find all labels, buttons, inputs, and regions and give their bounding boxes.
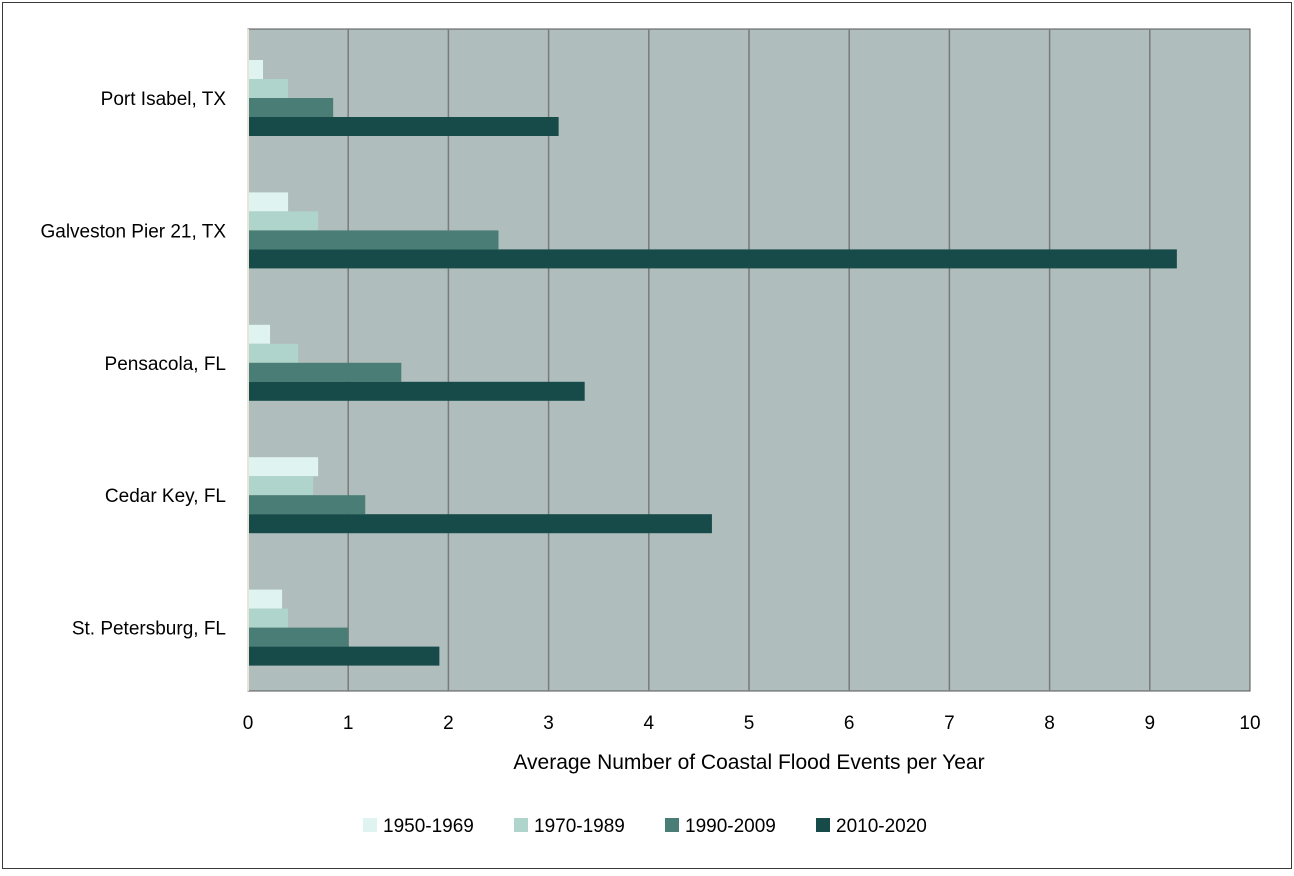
bar-st-petersburg-fl-2010-2020 [248, 646, 440, 666]
x-tick-label-6: 6 [844, 713, 855, 734]
legend-swatch-2010-2020 [816, 818, 830, 832]
bar-galveston-pier-21-tx-1990-2009 [248, 230, 499, 250]
x-tick-label-7: 7 [944, 713, 955, 734]
x-tick-label-9: 9 [1145, 713, 1156, 734]
legend-label-1990-2009: 1990-2009 [685, 816, 776, 837]
bar-cedar-key-fl-1990-2009 [248, 495, 366, 515]
legend-label-1950-1969: 1950-1969 [383, 816, 474, 837]
legend-swatch-1970-1989 [514, 818, 528, 832]
legend-label-2010-2020: 2010-2020 [836, 816, 927, 837]
legend-label-1970-1989: 1970-1989 [534, 816, 625, 837]
legend: 1950-1969 1970-1989 1990-2009 2010-2020 [363, 816, 927, 837]
category-label-port-isabel-tx: Port Isabel, TX [101, 89, 227, 110]
bars [248, 60, 1177, 666]
x-tick-label-10: 10 [1239, 713, 1260, 734]
bar-port-isabel-tx-2010-2020 [248, 117, 559, 136]
bar-cedar-key-fl-2010-2020 [248, 514, 712, 534]
category-label-st-petersburg-fl: St. Petersburg, FL [72, 619, 226, 640]
bar-pensacola-fl-1950-1969 [248, 324, 271, 344]
x-tick-label-8: 8 [1044, 713, 1055, 734]
bar-port-isabel-tx-1970-1989 [248, 79, 289, 98]
category-label-pensacola-fl: Pensacola, FL [105, 354, 226, 375]
x-tick-label-1: 1 [343, 713, 354, 734]
x-tick-label-0: 0 [243, 713, 254, 734]
bar-galveston-pier-21-tx-1970-1989 [248, 211, 319, 231]
bar-st-petersburg-fl-1950-1969 [248, 589, 283, 609]
x-axis-title: Average Number of Coastal Flood Events p… [513, 751, 984, 774]
bar-pensacola-fl-1970-1989 [248, 343, 299, 363]
bar-cedar-key-fl-1970-1989 [248, 476, 314, 496]
legend-swatch-1950-1969 [363, 818, 377, 832]
x-tick-labels: 0 1 2 3 4 5 6 7 8 9 10 [243, 713, 1261, 734]
bar-galveston-pier-21-tx-1950-1969 [248, 192, 289, 212]
category-labels: Port Isabel, TX Galveston Pier 21, TX Pens… [40, 89, 226, 640]
bar-pensacola-fl-2010-2020 [248, 381, 585, 401]
gridlines [347, 29, 1151, 691]
x-tick-label-4: 4 [644, 713, 655, 734]
bar-cedar-key-fl-1950-1969 [248, 457, 319, 477]
category-label-cedar-key-fl: Cedar Key, FL [105, 486, 226, 507]
bar-pensacola-fl-1990-2009 [248, 362, 402, 382]
bar-galveston-pier-21-tx-2010-2020 [248, 249, 1177, 269]
bar-port-isabel-tx-1990-2009 [248, 98, 334, 117]
x-tick-label-5: 5 [744, 713, 755, 734]
legend-swatch-1990-2009 [665, 818, 679, 832]
bar-port-isabel-tx-1950-1969 [248, 60, 264, 79]
bar-st-petersburg-fl-1970-1989 [248, 608, 289, 628]
bar-st-petersburg-fl-1990-2009 [248, 627, 349, 647]
x-tick-label-2: 2 [443, 713, 454, 734]
category-label-galveston-pier-21-tx: Galveston Pier 21, TX [40, 221, 226, 242]
x-tick-label-3: 3 [543, 713, 554, 734]
